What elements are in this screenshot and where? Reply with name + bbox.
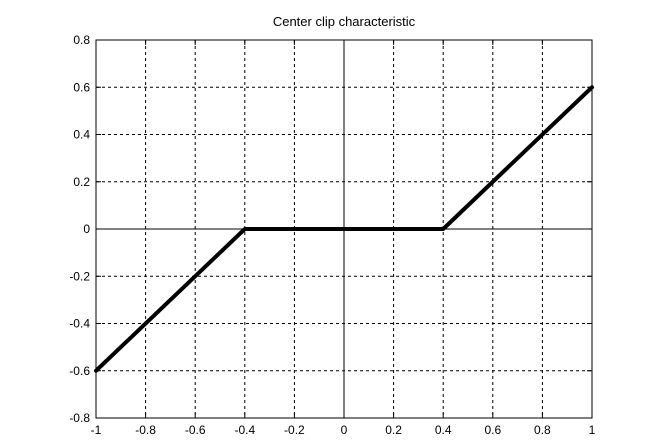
y-tick-label: 0.2 bbox=[73, 175, 90, 189]
series-layer bbox=[94, 85, 594, 373]
y-tick-label: 0.6 bbox=[73, 80, 90, 94]
y-tick-label: 0 bbox=[83, 222, 90, 236]
x-tick-label: 0 bbox=[341, 423, 348, 437]
y-tick-label: -0.4 bbox=[69, 317, 90, 331]
y-tick-label: -0.8 bbox=[69, 411, 90, 425]
x-tick-label: 0.8 bbox=[534, 423, 551, 437]
x-tick-label: 1 bbox=[589, 423, 596, 437]
x-tick-label: -0.4 bbox=[234, 423, 255, 437]
tick-layer bbox=[95, 39, 593, 419]
x-tick-labels: -1 -0.8 -0.6 -0.4 -0.2 0 0.2 0.4 0.6 0.8 1 bbox=[91, 423, 596, 437]
x-tick-label: 0.6 bbox=[484, 423, 501, 437]
y-tick-labels: -0.8 -0.6 -0.4 -0.2 0 0.2 0.4 0.6 0.8 bbox=[69, 33, 90, 425]
y-tick-label: 0.4 bbox=[73, 128, 90, 142]
series-line bbox=[94, 85, 594, 373]
y-tick-label: 0.8 bbox=[73, 33, 90, 47]
x-tick-label: 0.4 bbox=[435, 423, 452, 437]
x-tick-label: -0.6 bbox=[185, 423, 206, 437]
y-tick-label: -0.2 bbox=[69, 269, 90, 283]
x-tick-label: 0.2 bbox=[385, 423, 402, 437]
y-tick-label: -0.6 bbox=[69, 364, 90, 378]
x-tick-label: -0.2 bbox=[284, 423, 305, 437]
x-tick-label: -1 bbox=[91, 423, 102, 437]
chart-title: Center clip characteristic bbox=[273, 14, 416, 29]
x-tick-label: -0.8 bbox=[135, 423, 156, 437]
